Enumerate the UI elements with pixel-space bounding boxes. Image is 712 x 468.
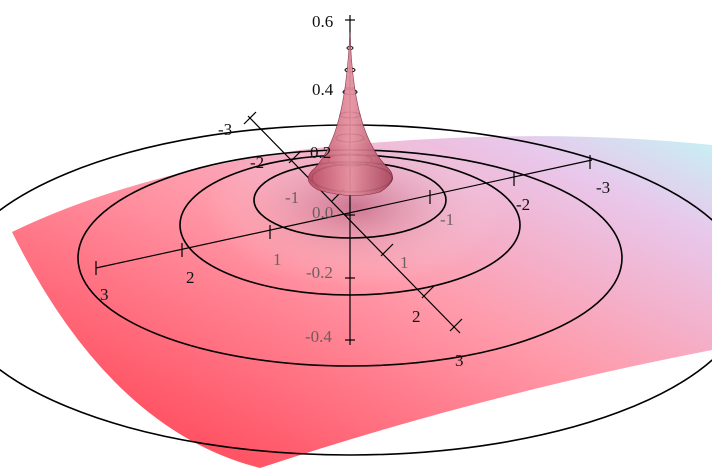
- x-tick-label: -1: [285, 188, 299, 207]
- z-tick-label: 0.6: [312, 12, 333, 31]
- x-axis-line: [247, 115, 461, 334]
- y-tick-label: 1: [273, 250, 282, 269]
- y-axis-line: [95, 159, 593, 269]
- x-tick-label: -3: [218, 120, 232, 139]
- x-tick-label: 3: [455, 351, 464, 370]
- z-tick-label: 0.0: [312, 203, 333, 222]
- surface-sheet: [12, 136, 712, 468]
- x-axis-tick: [449, 318, 463, 332]
- x-tick-label: 1: [400, 253, 409, 272]
- x-axis-tick: [243, 111, 257, 125]
- x-axis-tick: [421, 285, 435, 299]
- z-tick-label: 0.4: [312, 80, 334, 99]
- x-tick-label: -2: [250, 153, 264, 172]
- y-tick-label: -1: [440, 210, 454, 229]
- surface-spike: [307, 31, 393, 196]
- y-tick-label: -2: [516, 195, 530, 214]
- z-tick-label: -0.4: [305, 327, 332, 346]
- z-tick-label: 0.2: [310, 143, 331, 162]
- y-tick-label: 2: [186, 268, 195, 287]
- y-tick-label: 3: [100, 285, 109, 304]
- z-tick-label: -0.2: [306, 263, 333, 282]
- y-tick-label: -3: [596, 178, 610, 197]
- x-tick-label: 2: [412, 307, 421, 326]
- x-axis-tick: [288, 150, 302, 164]
- x-axis-tick: [380, 243, 394, 257]
